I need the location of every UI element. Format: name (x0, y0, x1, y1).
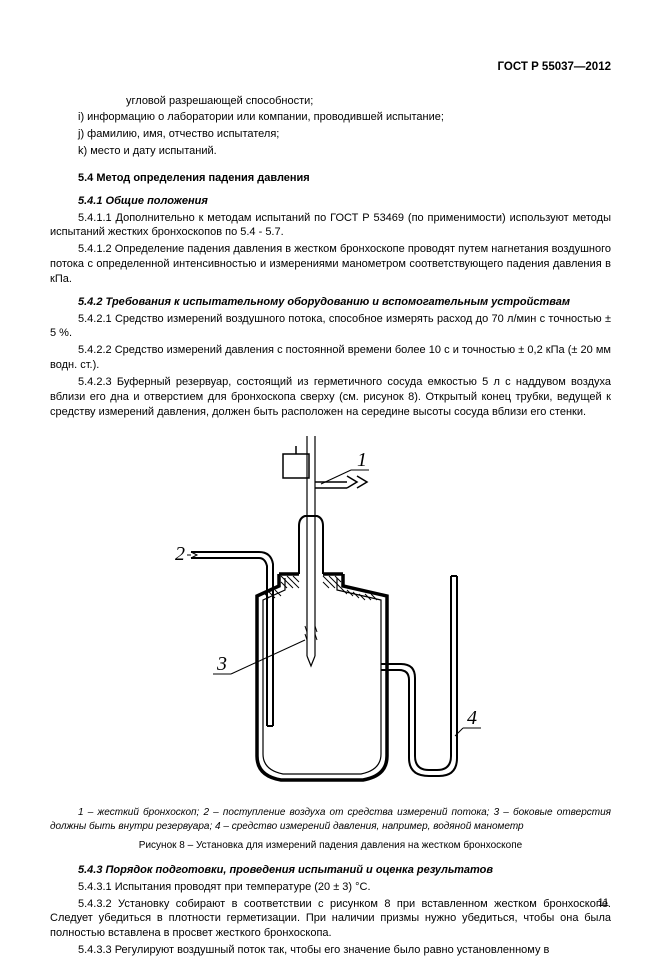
clause-5-4-2-2: 5.4.2.2 Средство измерений давления с по… (50, 343, 611, 373)
clause-5-4-3-heading: 5.4.3 Порядок подготовки, проведения исп… (50, 863, 611, 878)
list-item-i: i) информацию о лаборатории или компании… (50, 110, 611, 125)
list-item-angular: угловой разрешающей способности; (50, 94, 611, 109)
clause-5-4-2-heading: 5.4.2 Требования к испытательному оборуд… (50, 295, 611, 310)
clause-5-4-1-heading: 5.4.1 Общие положения (50, 194, 611, 209)
clause-5-4-3-2: 5.4.3.2 Установку собирают в соответстви… (50, 897, 611, 942)
clause-5-4-2-1: 5.4.2.1 Средство измерений воздушного по… (50, 312, 611, 342)
figure-8: 1 2 3 4 (50, 426, 611, 801)
list-item-k: k) место и дату испытаний. (50, 144, 611, 159)
figure-8-caption: Рисунок 8 – Установка для измерений паде… (50, 839, 611, 853)
clause-5-4-2-text: 5.4.2 Требования к испытательному оборуд… (78, 296, 570, 308)
svg-text:2: 2 (175, 543, 185, 565)
clause-5-4-3-text: 5.4.3 Порядок подготовки, проведения исп… (78, 864, 493, 876)
svg-text:4: 4 (467, 707, 477, 729)
clause-5-4-3-3: 5.4.3.3 Регулируют воздушный поток так, … (50, 943, 611, 958)
clause-5-4-1-2: 5.4.1.2 Определение падения давления в ж… (50, 242, 611, 287)
svg-text:1: 1 (357, 449, 367, 471)
page-number: 11 (598, 896, 609, 911)
figure-8-svg: 1 2 3 4 (151, 426, 511, 796)
svg-text:3: 3 (216, 653, 227, 675)
list-item-j: j) фамилию, имя, отчество испытателя; (50, 127, 611, 142)
document-code: ГОСТ Р 55037—2012 (50, 60, 611, 76)
clause-5-4-1-1: 5.4.1.1 Дополнительно к методам испытани… (50, 211, 611, 241)
figure-8-legend: 1 – жесткий бронхоскоп; 2 – поступление … (50, 806, 611, 833)
clause-5-4-2-3: 5.4.2.3 Буферный резервуар, состоящий из… (50, 375, 611, 420)
clause-5-4-3-1: 5.4.3.1 Испытания проводят при температу… (50, 880, 611, 895)
clause-5-4-1-text: 5.4.1 Общие положения (78, 195, 208, 207)
section-5-4-heading: 5.4 Метод определения падения давления (50, 171, 611, 186)
page-root: ГОСТ Р 55037—2012 угловой разрешающей сп… (0, 0, 661, 935)
